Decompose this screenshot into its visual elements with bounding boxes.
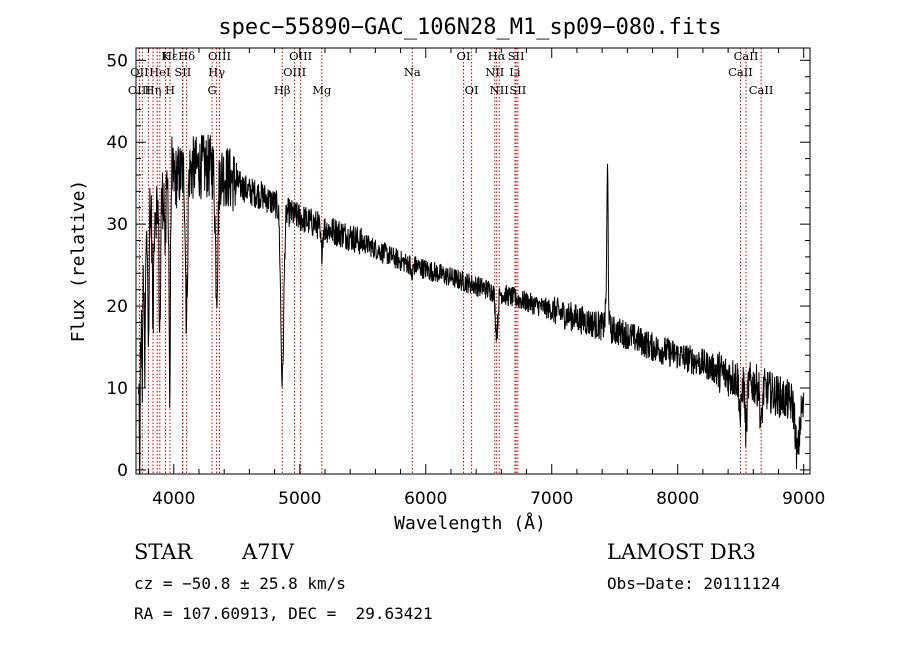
observation-date: Obs−Date: 20111124 — [607, 574, 781, 593]
y-axis-ticks: 0 10 20 30 40 50 — [106, 51, 810, 481]
spectral-line-label: NII — [490, 83, 509, 97]
plot-frame — [135, 47, 811, 475]
spectral-line-label: OII — [130, 65, 149, 79]
spectral-line-label: Hη — [145, 83, 162, 97]
spectral-line-label: G — [207, 83, 216, 97]
x-tick-label: 5000 — [278, 489, 321, 509]
y-tick-label: 10 — [106, 379, 128, 399]
spectral-line-label: K — [161, 49, 170, 63]
spectral-line-label: OIII — [208, 49, 231, 63]
spectral-line-label: Hα — [488, 49, 506, 63]
redshift-velocity: cz = −50.8 ± 25.8 km/s — [134, 574, 346, 593]
x-tick-label: 7000 — [530, 489, 573, 509]
spectral-line-label: CaII — [749, 83, 774, 97]
object-subclass: A7IV — [242, 540, 294, 564]
coordinates: RA = 107.60913, DEC = 29.63421 — [134, 604, 433, 623]
spectral-line-label: SII — [509, 83, 526, 97]
spectral-line-label: OIII — [289, 49, 312, 63]
x-tick-label: 6000 — [404, 489, 447, 509]
y-tick-label: 50 — [106, 51, 128, 71]
spectral-line-label: CaII — [728, 65, 753, 79]
object-class: STAR — [134, 540, 193, 564]
x-tick-label: 8000 — [656, 489, 699, 509]
spectral-line-label: Mg — [312, 83, 332, 97]
spectral-line-label: SII — [508, 49, 525, 63]
spectral-line-label: Hβ — [274, 83, 291, 97]
x-tick-label: 4000 — [152, 489, 195, 509]
y-tick-label: 40 — [106, 133, 128, 153]
spectral-line-label: Li — [509, 65, 521, 79]
spectral-line-label: CaII — [734, 49, 759, 63]
y-tick-label: 20 — [106, 297, 128, 317]
y-tick-label: 0 — [117, 461, 128, 481]
x-axis-label: Wavelength (Å) — [394, 512, 546, 534]
spectral-line-label: OI — [457, 49, 471, 63]
spectral-line-label: Na — [404, 65, 421, 79]
line-markers — [138, 48, 762, 474]
spectral-line-label: NII — [485, 65, 504, 79]
chart-title: spec−55890−GAC_106N28_M1_sp09−080.fits — [218, 15, 721, 40]
y-axis-label: Flux (relative) — [68, 180, 89, 343]
spectral-line-label: OIII — [128, 83, 151, 97]
spectral-line-label: OI — [465, 83, 479, 97]
survey-name: LAMOST DR3 — [607, 540, 756, 564]
spectral-line-label: Hδ — [178, 49, 195, 63]
x-tick-label: 9000 — [782, 489, 825, 509]
x-axis-ticks: 4000 5000 6000 7000 8000 9000 — [148, 48, 825, 509]
y-tick-label: 30 — [106, 215, 128, 235]
spectrum-line — [138, 134, 805, 475]
spectral-line-label: HeI — [149, 65, 170, 79]
spectral-line-label: Hγ — [208, 65, 225, 79]
spectral-line-label: SII — [174, 65, 191, 79]
spectral-line-label: H — [165, 83, 175, 97]
spectral-line-label: OIII — [283, 65, 306, 79]
